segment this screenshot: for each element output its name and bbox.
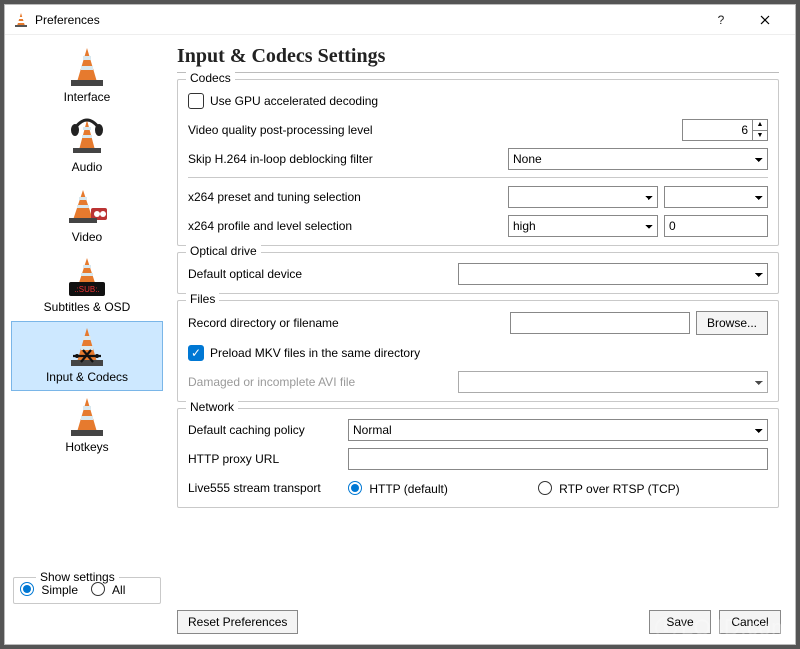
preload-checkbox[interactable] bbox=[188, 345, 204, 361]
show-settings-legend: Show settings bbox=[36, 570, 119, 584]
proxy-label: HTTP proxy URL bbox=[188, 452, 348, 466]
svg-text:.:SUB:.: .:SUB:. bbox=[74, 285, 99, 294]
postproc-value[interactable] bbox=[682, 119, 752, 141]
live555-label: Live555 stream transport bbox=[188, 481, 348, 495]
codecs-group: Codecs Use GPU accelerated decoding Vide… bbox=[177, 79, 779, 246]
live555-row: Live555 stream transport HTTP (default) … bbox=[188, 477, 768, 499]
record-input[interactable] bbox=[510, 312, 690, 334]
caching-label: Default caching policy bbox=[188, 423, 348, 437]
spinner-buttons[interactable]: ▲▼ bbox=[752, 119, 768, 141]
sidebar-item-audio[interactable]: Audio bbox=[11, 111, 163, 181]
network-group: Network Default caching policy Normal HT… bbox=[177, 408, 779, 508]
sidebar-item-input-codecs[interactable]: Input & Codecs bbox=[11, 321, 163, 391]
record-row: Record directory or filename Browse... bbox=[188, 311, 768, 335]
network-legend: Network bbox=[186, 400, 238, 414]
avi-row: Damaged or incomplete AVI file bbox=[188, 371, 768, 393]
sidebar-item-label: Input & Codecs bbox=[12, 370, 162, 384]
help-button[interactable]: ? bbox=[699, 5, 743, 35]
files-group: Files Record directory or filename Brows… bbox=[177, 300, 779, 402]
optical-device-label: Default optical device bbox=[188, 267, 302, 281]
optical-device-select[interactable] bbox=[458, 263, 768, 285]
gpu-decode-row: Use GPU accelerated decoding bbox=[188, 90, 768, 112]
sidebar-item-video[interactable]: Video bbox=[11, 181, 163, 251]
gpu-decode-checkbox[interactable] bbox=[188, 93, 204, 109]
caching-select[interactable]: Normal bbox=[348, 419, 768, 441]
preferences-window: Preferences ? Interface Audio Video bbox=[4, 4, 796, 645]
proxy-row: HTTP proxy URL bbox=[188, 448, 768, 470]
avi-select bbox=[458, 371, 768, 393]
hotkeys-icon bbox=[63, 396, 111, 438]
titlebar: Preferences ? bbox=[5, 5, 795, 35]
x264-preset-label: x264 preset and tuning selection bbox=[188, 190, 361, 204]
window-body: Interface Audio Video .:SUB:. Subtitles … bbox=[5, 35, 795, 604]
close-button[interactable] bbox=[743, 5, 787, 35]
footer: Reset Preferences Save Cancel bbox=[5, 604, 795, 644]
caching-row: Default caching policy Normal bbox=[188, 419, 768, 441]
vlc-app-icon bbox=[13, 12, 29, 28]
input-codecs-icon bbox=[63, 326, 111, 368]
sidebar: Interface Audio Video .:SUB:. Subtitles … bbox=[5, 35, 169, 604]
sidebar-item-subtitles[interactable]: .:SUB:. Subtitles & OSD bbox=[11, 251, 163, 321]
page-title: Input & Codecs Settings bbox=[177, 45, 779, 68]
title-divider bbox=[177, 72, 779, 73]
x264-profile-select[interactable]: high bbox=[508, 215, 658, 237]
sidebar-item-hotkeys[interactable]: Hotkeys bbox=[11, 391, 163, 461]
optical-group: Optical drive Default optical device bbox=[177, 252, 779, 294]
optical-device-row: Default optical device bbox=[188, 263, 768, 285]
sidebar-item-label: Hotkeys bbox=[12, 440, 162, 454]
avi-label: Damaged or incomplete AVI file bbox=[188, 375, 355, 389]
x264-tuning-select[interactable] bbox=[664, 186, 768, 208]
preload-row: Preload MKV files in the same directory bbox=[188, 342, 768, 364]
subtitles-icon: .:SUB:. bbox=[63, 256, 111, 298]
postproc-spinner[interactable]: ▲▼ bbox=[682, 119, 768, 141]
sidebar-item-label: Audio bbox=[12, 160, 162, 174]
files-legend: Files bbox=[186, 292, 219, 306]
x264-preset-select[interactable] bbox=[508, 186, 658, 208]
preload-label: Preload MKV files in the same directory bbox=[210, 346, 420, 360]
codecs-legend: Codecs bbox=[186, 71, 235, 85]
live555-http-radio[interactable]: HTTP (default) bbox=[348, 481, 448, 496]
x264-preset-row: x264 preset and tuning selection bbox=[188, 186, 768, 208]
sidebar-item-label: Interface bbox=[12, 90, 162, 104]
sidebar-scroll: Interface Audio Video .:SUB:. Subtitles … bbox=[11, 41, 163, 575]
close-icon bbox=[760, 15, 770, 25]
window-title: Preferences bbox=[35, 13, 699, 27]
cancel-button[interactable]: Cancel bbox=[719, 610, 781, 634]
audio-icon bbox=[63, 116, 111, 158]
gpu-decode-label: Use GPU accelerated decoding bbox=[210, 94, 378, 108]
postproc-label: Video quality post-processing level bbox=[188, 123, 373, 137]
postproc-row: Video quality post-processing level ▲▼ bbox=[188, 119, 768, 141]
sidebar-item-interface[interactable]: Interface bbox=[11, 41, 163, 111]
show-settings-all[interactable]: All bbox=[91, 583, 125, 597]
show-settings-simple[interactable]: Simple bbox=[20, 583, 78, 597]
codecs-divider bbox=[188, 177, 768, 178]
deblock-select[interactable]: None bbox=[508, 148, 768, 170]
interface-icon bbox=[63, 46, 111, 88]
sidebar-item-label: Subtitles & OSD bbox=[12, 300, 162, 314]
optical-legend: Optical drive bbox=[186, 244, 261, 258]
x264-level-input[interactable] bbox=[664, 215, 768, 237]
live555-rtsp-radio[interactable]: RTP over RTSP (TCP) bbox=[538, 481, 680, 496]
save-button[interactable]: Save bbox=[649, 610, 711, 634]
deblock-label: Skip H.264 in-loop deblocking filter bbox=[188, 152, 373, 166]
x264-profile-label: x264 profile and level selection bbox=[188, 219, 352, 233]
proxy-input[interactable] bbox=[348, 448, 768, 470]
video-icon bbox=[63, 186, 111, 228]
browse-button[interactable]: Browse... bbox=[696, 311, 768, 335]
x264-profile-row: x264 profile and level selection high bbox=[188, 215, 768, 237]
record-label: Record directory or filename bbox=[188, 316, 339, 330]
show-settings-group: Show settings Simple All bbox=[13, 577, 161, 604]
sidebar-item-label: Video bbox=[12, 230, 162, 244]
deblock-row: Skip H.264 in-loop deblocking filter Non… bbox=[188, 148, 768, 170]
reset-button[interactable]: Reset Preferences bbox=[177, 610, 298, 634]
main-panel: Input & Codecs Settings Codecs Use GPU a… bbox=[169, 35, 795, 604]
